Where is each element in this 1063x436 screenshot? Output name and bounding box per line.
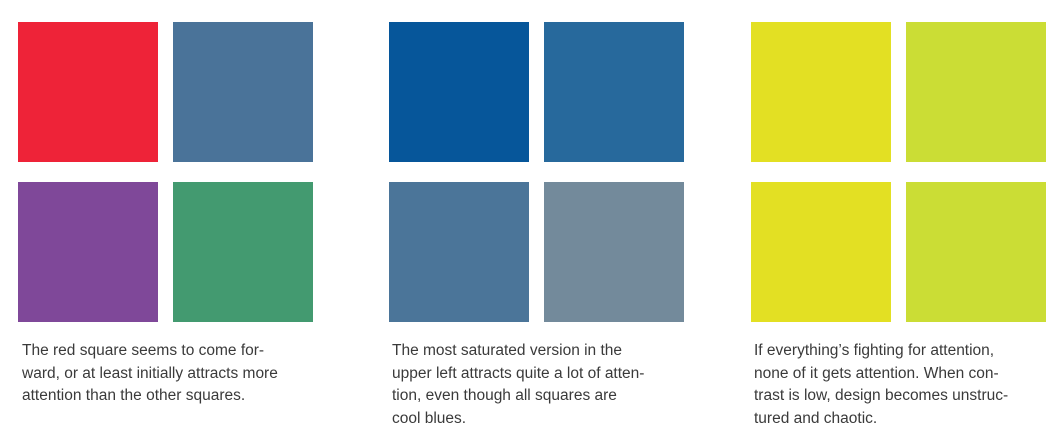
caption-line: none of it gets attention. When con- (754, 364, 999, 382)
caption-line: attention than the other squares. (22, 387, 246, 404)
saturated-blue-square (389, 22, 529, 162)
panel-1: The red square seems to come for- ward, … (18, 0, 348, 436)
green-square (173, 182, 313, 322)
caption-line: trast is low, design becomes unstruc- (754, 387, 1009, 404)
caption-line: If everything’s fighting for attention, (754, 342, 995, 359)
medium-blue-square (544, 22, 684, 162)
panel-3: If everything’s fighting for attention, … (751, 0, 1061, 436)
caption-line: cool blues. (392, 409, 467, 427)
purple-square (18, 182, 158, 322)
gray-blue-square (544, 182, 684, 322)
caption: The most saturated version in the upper … (392, 340, 702, 430)
caption-line: tion, even though all squares are (392, 387, 617, 404)
caption: The red square seems to come for- ward, … (22, 340, 332, 408)
steel-blue-square (389, 182, 529, 322)
red-square (18, 22, 158, 162)
yellow-square (751, 22, 891, 162)
caption-line: upper left attracts quite a lot of atten… (392, 364, 645, 382)
yellow-green-square (906, 22, 1046, 162)
yellow-green-square (906, 182, 1046, 322)
yellow-square (751, 182, 891, 322)
caption-line: ward, or at least initially attracts mor… (22, 364, 278, 382)
caption-line: tured and chaotic. (754, 409, 878, 427)
caption-line: The most saturated version in the (392, 342, 623, 359)
caption-line: The red square seems to come for- (22, 342, 265, 359)
panel-2: The most saturated version in the upper … (389, 0, 719, 436)
caption: If everything’s fighting for attention, … (754, 340, 1063, 430)
blue-gray-square (173, 22, 313, 162)
